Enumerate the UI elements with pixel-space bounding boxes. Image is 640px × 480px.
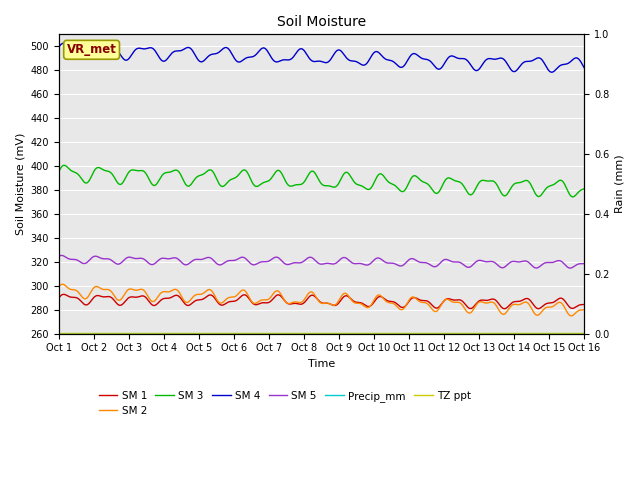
- SM 3: [442, 176, 450, 182]
- TZ ppt: [374, 330, 382, 336]
- Line: SM 1: SM 1: [59, 294, 584, 309]
- SM 2: [278, 292, 285, 298]
- SM 4: [533, 55, 541, 61]
- SM 5: [57, 252, 65, 258]
- SM 4: [350, 58, 358, 64]
- Text: VR_met: VR_met: [67, 43, 116, 56]
- Line: SM 4: SM 4: [59, 43, 584, 72]
- SM 3: [580, 186, 588, 192]
- Y-axis label: Rain (mm): Rain (mm): [615, 155, 625, 213]
- TZ ppt: [55, 330, 63, 336]
- Line: SM 2: SM 2: [59, 284, 584, 316]
- SM 5: [566, 265, 574, 271]
- SM 2: [220, 299, 227, 305]
- SM 5: [350, 261, 358, 266]
- SM 3: [220, 183, 227, 189]
- TZ ppt: [349, 330, 356, 336]
- SM 4: [375, 50, 383, 56]
- SM 2: [533, 312, 541, 318]
- SM 3: [350, 179, 358, 184]
- SM 2: [55, 284, 63, 290]
- SM 4: [580, 65, 588, 71]
- SM 1: [278, 294, 285, 300]
- TZ ppt: [580, 330, 588, 336]
- SM 1: [350, 299, 358, 304]
- Precip_mm: [532, 331, 540, 336]
- Precip_mm: [218, 331, 226, 336]
- SM 4: [60, 40, 67, 46]
- Precip_mm: [441, 331, 449, 336]
- TZ ppt: [276, 330, 284, 336]
- SM 3: [278, 170, 285, 176]
- SM 1: [375, 294, 383, 300]
- X-axis label: Time: Time: [308, 359, 335, 369]
- SM 1: [534, 306, 542, 312]
- SM 2: [567, 313, 575, 319]
- SM 5: [55, 253, 63, 259]
- SM 5: [278, 258, 285, 264]
- SM 3: [375, 171, 383, 177]
- SM 2: [375, 292, 383, 298]
- SM 4: [55, 45, 63, 50]
- SM 5: [580, 261, 588, 266]
- SM 5: [375, 255, 383, 261]
- TZ ppt: [532, 330, 540, 336]
- SM 3: [60, 162, 68, 168]
- SM 5: [442, 256, 450, 262]
- Line: SM 5: SM 5: [59, 255, 584, 268]
- SM 5: [533, 265, 541, 271]
- SM 1: [220, 302, 227, 308]
- SM 2: [442, 297, 450, 302]
- SM 3: [55, 169, 63, 175]
- SM 1: [55, 295, 63, 301]
- Precip_mm: [349, 331, 356, 336]
- SM 1: [442, 296, 450, 302]
- SM 3: [568, 194, 576, 200]
- Title: Soil Moisture: Soil Moisture: [277, 15, 366, 29]
- SM 2: [350, 300, 358, 305]
- SM 4: [278, 58, 285, 63]
- SM 1: [500, 306, 508, 312]
- Y-axis label: Soil Moisture (mV): Soil Moisture (mV): [15, 133, 25, 235]
- SM 2: [58, 281, 66, 287]
- SM 4: [548, 69, 556, 75]
- Precip_mm: [374, 331, 382, 336]
- SM 4: [220, 46, 227, 51]
- TZ ppt: [441, 330, 449, 336]
- SM 1: [60, 291, 67, 297]
- SM 2: [580, 307, 588, 312]
- Legend: SM 1, SM 2, SM 3, SM 4, SM 5, Precip_mm, TZ ppt: SM 1, SM 2, SM 3, SM 4, SM 5, Precip_mm,…: [95, 386, 475, 420]
- TZ ppt: [218, 330, 226, 336]
- SM 5: [220, 261, 227, 266]
- Precip_mm: [276, 331, 284, 336]
- SM 4: [442, 58, 450, 63]
- Precip_mm: [55, 331, 63, 336]
- SM 3: [533, 193, 541, 199]
- SM 1: [580, 301, 588, 307]
- Line: SM 3: SM 3: [59, 165, 584, 197]
- Precip_mm: [580, 331, 588, 336]
